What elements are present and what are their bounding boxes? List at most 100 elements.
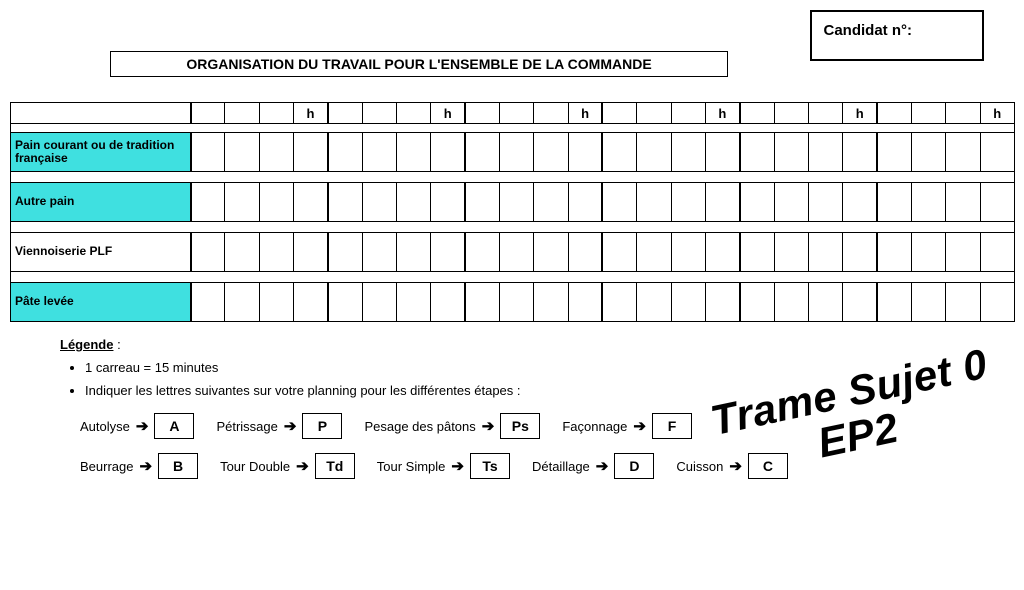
schedule-cell[interactable] (534, 283, 568, 322)
schedule-cell[interactable] (499, 133, 533, 172)
schedule-cell[interactable] (534, 133, 568, 172)
schedule-cell[interactable] (191, 183, 225, 222)
schedule-cell[interactable] (843, 133, 877, 172)
schedule-cell[interactable] (946, 233, 980, 272)
schedule-cell[interactable] (808, 283, 842, 322)
schedule-cell[interactable] (637, 283, 671, 322)
schedule-cell[interactable] (396, 183, 430, 222)
schedule-cell[interactable] (602, 133, 636, 172)
schedule-cell[interactable] (843, 233, 877, 272)
schedule-cell[interactable] (808, 183, 842, 222)
schedule-cell[interactable] (808, 233, 842, 272)
schedule-cell[interactable] (259, 133, 293, 172)
schedule-cell[interactable] (294, 133, 328, 172)
schedule-cell[interactable] (568, 283, 602, 322)
schedule-cell[interactable] (259, 183, 293, 222)
schedule-cell[interactable] (259, 283, 293, 322)
schedule-cell[interactable] (740, 183, 774, 222)
schedule-cell[interactable] (362, 133, 396, 172)
schedule-cell[interactable] (637, 183, 671, 222)
schedule-cell[interactable] (671, 233, 705, 272)
schedule-cell[interactable] (705, 233, 739, 272)
schedule-cell[interactable] (431, 133, 465, 172)
schedule-cell[interactable] (980, 133, 1014, 172)
schedule-cell[interactable] (911, 133, 945, 172)
schedule-cell[interactable] (980, 183, 1014, 222)
schedule-cell[interactable] (294, 183, 328, 222)
schedule-cell[interactable] (774, 233, 808, 272)
schedule-cell[interactable] (431, 183, 465, 222)
schedule-cell[interactable] (740, 233, 774, 272)
schedule-cell[interactable] (877, 133, 911, 172)
schedule-cell[interactable] (328, 133, 362, 172)
schedule-cell[interactable] (808, 133, 842, 172)
schedule-cell[interactable] (705, 183, 739, 222)
schedule-cell[interactable] (946, 133, 980, 172)
schedule-cell[interactable] (396, 233, 430, 272)
schedule-cell[interactable] (225, 183, 259, 222)
legend: Légende : 1 carreau = 15 minutesIndiquer… (60, 337, 1014, 398)
schedule-cell[interactable] (911, 283, 945, 322)
schedule-cell[interactable] (637, 233, 671, 272)
schedule-cell[interactable] (637, 133, 671, 172)
schedule-cell[interactable] (946, 183, 980, 222)
schedule-cell[interactable] (877, 283, 911, 322)
schedule-cell[interactable] (465, 183, 499, 222)
schedule-cell[interactable] (843, 283, 877, 322)
schedule-cell[interactable] (671, 183, 705, 222)
schedule-cell[interactable] (774, 183, 808, 222)
schedule-cell[interactable] (328, 183, 362, 222)
schedule-cell[interactable] (396, 133, 430, 172)
schedule-cell[interactable] (568, 183, 602, 222)
schedule-cell[interactable] (499, 183, 533, 222)
code-item: Cuisson➔C (676, 453, 788, 479)
schedule-cell[interactable] (705, 283, 739, 322)
row-label: Autre pain (11, 183, 191, 222)
schedule-cell[interactable] (225, 133, 259, 172)
schedule-cell[interactable] (568, 233, 602, 272)
schedule-cell[interactable] (465, 233, 499, 272)
schedule-cell[interactable] (259, 233, 293, 272)
schedule-cell[interactable] (465, 133, 499, 172)
schedule-cell[interactable] (431, 233, 465, 272)
schedule-cell[interactable] (671, 283, 705, 322)
schedule-cell[interactable] (602, 233, 636, 272)
schedule-cell[interactable] (602, 283, 636, 322)
schedule-cell[interactable] (534, 183, 568, 222)
schedule-cell[interactable] (568, 133, 602, 172)
schedule-cell[interactable] (465, 283, 499, 322)
schedule-cell[interactable] (328, 283, 362, 322)
schedule-cell[interactable] (911, 233, 945, 272)
schedule-cell[interactable] (191, 283, 225, 322)
schedule-cell[interactable] (740, 283, 774, 322)
schedule-cell[interactable] (980, 283, 1014, 322)
schedule-cell[interactable] (705, 133, 739, 172)
schedule-cell[interactable] (911, 183, 945, 222)
codes-row-1: Autolyse➔APétrissage➔PPesage des pâtons➔… (80, 413, 1014, 439)
schedule-cell[interactable] (191, 233, 225, 272)
schedule-cell[interactable] (499, 283, 533, 322)
schedule-cell[interactable] (499, 233, 533, 272)
schedule-cell[interactable] (774, 133, 808, 172)
schedule-cell[interactable] (431, 283, 465, 322)
schedule-cell[interactable] (671, 133, 705, 172)
schedule-cell[interactable] (362, 283, 396, 322)
schedule-cell[interactable] (843, 183, 877, 222)
schedule-cell[interactable] (980, 233, 1014, 272)
schedule-cell[interactable] (740, 133, 774, 172)
schedule-cell[interactable] (602, 183, 636, 222)
schedule-cell[interactable] (534, 233, 568, 272)
schedule-cell[interactable] (328, 233, 362, 272)
schedule-cell[interactable] (225, 283, 259, 322)
schedule-cell[interactable] (294, 233, 328, 272)
schedule-cell[interactable] (877, 183, 911, 222)
schedule-cell[interactable] (396, 283, 430, 322)
schedule-cell[interactable] (294, 283, 328, 322)
schedule-cell[interactable] (774, 283, 808, 322)
schedule-cell[interactable] (225, 233, 259, 272)
schedule-cell[interactable] (362, 183, 396, 222)
schedule-cell[interactable] (191, 133, 225, 172)
schedule-cell[interactable] (946, 283, 980, 322)
schedule-cell[interactable] (877, 233, 911, 272)
schedule-cell[interactable] (362, 233, 396, 272)
